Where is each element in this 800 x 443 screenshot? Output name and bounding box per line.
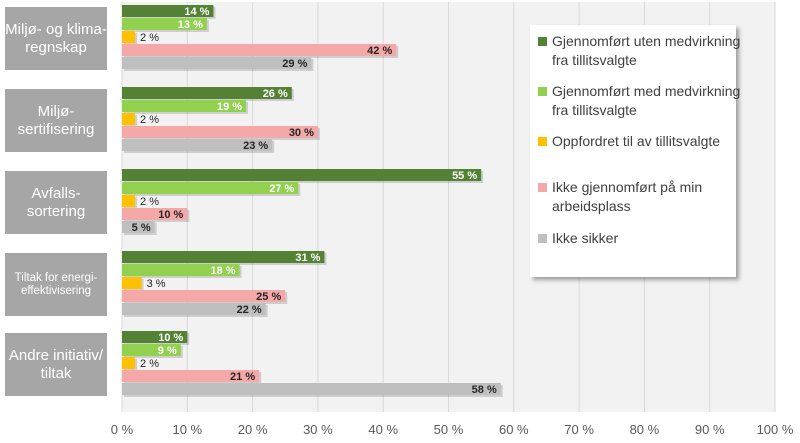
data-label: 21 % [230, 371, 255, 383]
bar [122, 303, 266, 315]
bar [122, 383, 501, 395]
data-label: 30 % [289, 127, 314, 139]
data-label: 13 % [178, 19, 203, 31]
bar [122, 357, 136, 369]
bar [122, 169, 482, 181]
bar [122, 113, 136, 125]
legend-item: Ikke gjennomført på min arbeidsplass [538, 178, 750, 216]
data-label: 2 % [140, 32, 159, 44]
x-tick-label: 0 % [111, 422, 134, 437]
bar [122, 44, 397, 56]
data-label: 19 % [217, 101, 242, 113]
x-tick-label: 90 % [695, 422, 725, 437]
legend: Gjennomført uten medvirkning fra tillits… [530, 25, 740, 277]
bar [122, 18, 207, 30]
x-tick-label: 60 % [499, 422, 529, 437]
legend-label: Oppfordret til av tillitsvalgte [552, 133, 721, 149]
legend-swatch [538, 37, 547, 46]
data-label: 27 % [269, 183, 294, 195]
legend-item: Ikke sikker [538, 229, 750, 248]
bar [122, 5, 214, 17]
legend-swatch [538, 183, 547, 192]
bar [122, 31, 136, 43]
bar [122, 370, 260, 382]
bar [122, 251, 325, 263]
data-label: 23 % [243, 140, 268, 152]
bar [122, 264, 240, 276]
legend-swatch [538, 87, 547, 96]
data-label: 22 % [237, 304, 262, 316]
bar [122, 277, 142, 289]
bar [122, 100, 247, 112]
data-label: 26 % [263, 88, 288, 100]
legend-label: Gjennomført uten medvirkning fra tillits… [552, 33, 741, 68]
data-label: 25 % [256, 291, 281, 303]
legend-label: Ikke sikker [552, 230, 619, 246]
data-label: 3 % [147, 278, 166, 290]
data-label: 58 % [472, 384, 497, 396]
legend-swatch [538, 234, 547, 243]
data-label: 42 % [367, 45, 392, 57]
data-label: 5 % [132, 222, 151, 234]
legend-swatch [538, 137, 547, 146]
data-label: 9 % [158, 345, 177, 357]
bar [122, 331, 188, 343]
bar [122, 87, 292, 99]
x-tick-label: 80 % [630, 422, 660, 437]
bar [122, 221, 155, 233]
legend-label: Ikke gjennomført på min arbeidsplass [552, 179, 703, 214]
data-label: 2 % [140, 358, 159, 370]
x-tick-label: 20 % [238, 422, 268, 437]
data-label: 18 % [210, 265, 235, 277]
category-label: Andre initiativ/ tiltak [5, 333, 107, 396]
data-label: 10 % [158, 332, 183, 344]
x-tick-label: 10 % [172, 422, 202, 437]
category-label: Miljø- og klima-regnskap [5, 7, 107, 70]
bar [122, 182, 299, 194]
data-label: 14 % [184, 6, 209, 18]
bar [122, 290, 286, 302]
data-label: 2 % [140, 114, 159, 126]
legend-label: Gjennomført med medvirkning fra tillitsv… [552, 83, 741, 118]
data-label: 29 % [282, 58, 307, 70]
bar [122, 126, 318, 138]
legend-item: Gjennomført med medvirkning fra tillitsv… [538, 82, 750, 120]
data-label: 55 % [452, 170, 477, 182]
legend-item: Gjennomført uten medvirkning fra tillits… [538, 32, 750, 70]
data-label: 10 % [158, 209, 183, 221]
category-label: Miljø-sertifisering [5, 89, 107, 152]
bar [122, 208, 188, 220]
bar [122, 139, 273, 151]
category-label: Avfalls-sortering [5, 171, 107, 234]
x-tick-label: 40 % [368, 422, 398, 437]
x-tick-label: 70 % [564, 422, 594, 437]
bar [122, 57, 312, 69]
x-tick-label: 30 % [303, 422, 333, 437]
legend-item: Oppfordret til av tillitsvalgte [538, 132, 750, 151]
x-tick-label: 50 % [434, 422, 464, 437]
data-label: 2 % [140, 196, 159, 208]
data-label: 31 % [295, 252, 320, 264]
x-tick-label: 100 % [757, 422, 794, 437]
bar [122, 195, 136, 207]
bar [122, 344, 181, 356]
category-label: Tiltak for energi-effektivisering [5, 253, 107, 316]
